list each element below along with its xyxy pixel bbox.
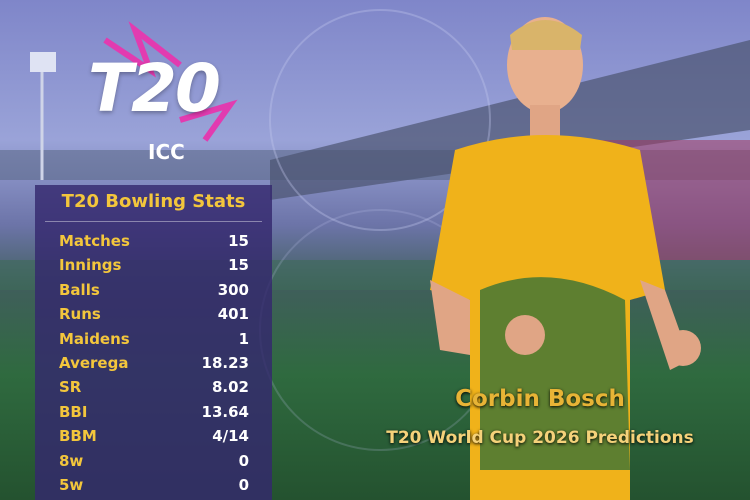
stat-label: BBI: [59, 402, 88, 421]
stat-value: 15: [228, 232, 249, 250]
panel-title: T20 Bowling Stats: [61, 191, 246, 212]
stat-row: Maidens 1: [59, 330, 249, 352]
stat-value: 0: [238, 451, 249, 470]
stat-label: BBM: [59, 427, 97, 446]
stat-value: 1: [238, 329, 249, 348]
stat-row: Innings 15: [59, 256, 249, 278]
logo-subtext: ICC: [148, 140, 185, 164]
player-name: Corbin Bosch: [455, 386, 625, 412]
logo-text: T20: [88, 50, 221, 127]
stat-row: Matches 15: [59, 232, 249, 254]
stat-row: Balls 300: [59, 281, 249, 303]
caption: T20 World Cup 2026 Predictions: [386, 428, 694, 448]
stat-label: Runs: [59, 305, 101, 324]
stat-label: Maidens: [59, 329, 130, 348]
stat-row: SR 8.02: [59, 378, 249, 400]
divider: [45, 221, 262, 222]
stat-label: Innings: [59, 256, 122, 275]
stat-label: Averega: [59, 354, 129, 372]
stat-label: 5w: [59, 476, 84, 494]
stat-label: SR: [59, 378, 82, 397]
stat-row: 8w 0: [59, 452, 249, 474]
stat-value: 300: [217, 280, 249, 299]
stat-row: BBI 13.64: [59, 403, 249, 425]
stat-row: BBM 4/14: [59, 427, 249, 449]
stat-value: 401: [217, 305, 249, 324]
stat-label: Matches: [59, 232, 130, 250]
stat-value: 8.02: [211, 378, 249, 397]
stat-label: Balls: [59, 280, 100, 299]
stat-value: 4/14: [212, 427, 249, 446]
stats-panel: T20 Bowling Stats Matches 15 Innings 15 Ball…: [35, 185, 272, 500]
stat-row: Averega 18.23: [59, 354, 249, 376]
stat-value: 15: [228, 256, 249, 275]
stat-value: 13.64: [201, 402, 249, 421]
stat-value: 18.23: [201, 354, 249, 372]
stat-row: Runs 401: [59, 305, 249, 327]
stat-row: 5w 0: [59, 476, 249, 498]
stat-value: 0: [238, 476, 249, 494]
stat-label: 8w: [59, 451, 84, 470]
